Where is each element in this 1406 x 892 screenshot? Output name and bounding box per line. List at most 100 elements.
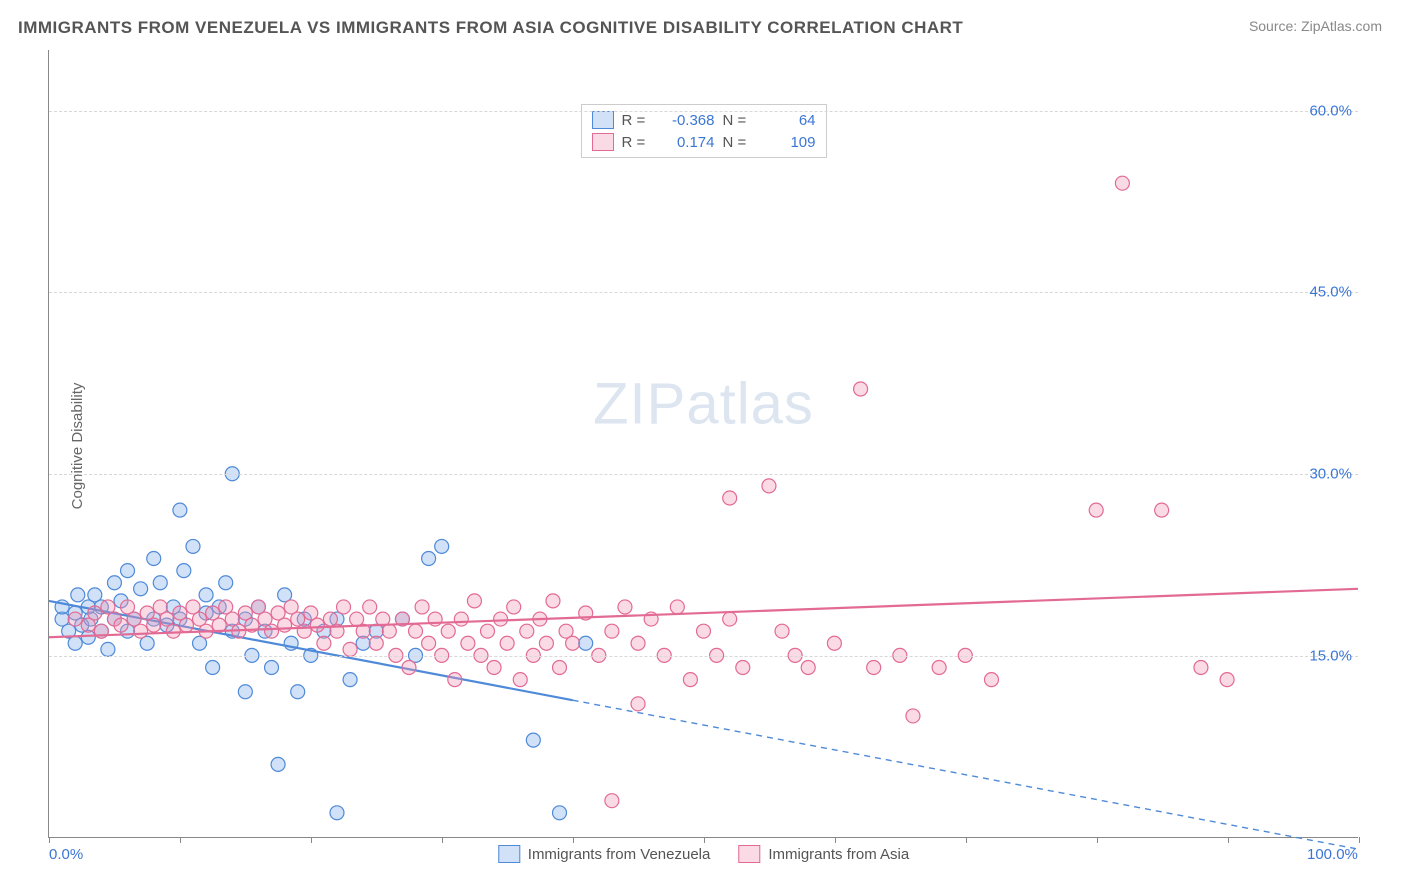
scatter-point bbox=[166, 624, 180, 638]
legend-item: Immigrants from Venezuela bbox=[498, 845, 711, 863]
gridline bbox=[49, 111, 1358, 112]
stats-row: R =-0.368N =64 bbox=[592, 109, 816, 131]
y-tick-label: 30.0% bbox=[1309, 466, 1352, 483]
scatter-point bbox=[415, 600, 429, 614]
scatter-point bbox=[382, 624, 396, 638]
scatter-point bbox=[500, 636, 514, 650]
scatter-point bbox=[448, 673, 462, 687]
legend-swatch bbox=[498, 845, 520, 863]
stats-r-value: -0.368 bbox=[660, 112, 715, 129]
scatter-point bbox=[827, 636, 841, 650]
scatter-point bbox=[147, 552, 161, 566]
x-tick-mark bbox=[966, 837, 967, 843]
stats-n-value: 109 bbox=[761, 134, 816, 151]
scatter-point bbox=[513, 673, 527, 687]
scatter-point bbox=[553, 661, 567, 675]
scatter-point bbox=[539, 636, 553, 650]
scatter-point bbox=[121, 564, 135, 578]
scatter-point bbox=[330, 806, 344, 820]
scatter-point bbox=[343, 673, 357, 687]
scatter-point bbox=[422, 552, 436, 566]
stats-r-value: 0.174 bbox=[660, 134, 715, 151]
x-tick-mark bbox=[1228, 837, 1229, 843]
scatter-point bbox=[1220, 673, 1234, 687]
plot-area: ZIPatlas R =-0.368N =64R =0.174N =109 Im… bbox=[48, 50, 1358, 838]
scatter-point bbox=[526, 733, 540, 747]
scatter-point bbox=[631, 697, 645, 711]
scatter-point bbox=[984, 673, 998, 687]
scatter-point bbox=[265, 661, 279, 675]
scatter-point bbox=[179, 618, 193, 632]
scatter-svg bbox=[49, 50, 1358, 837]
x-tick-mark bbox=[311, 837, 312, 843]
scatter-point bbox=[219, 576, 233, 590]
stats-box: R =-0.368N =64R =0.174N =109 bbox=[581, 104, 827, 158]
scatter-point bbox=[723, 491, 737, 505]
scatter-point bbox=[736, 661, 750, 675]
scatter-point bbox=[177, 564, 191, 578]
x-tick-mark bbox=[49, 837, 50, 843]
scatter-point bbox=[618, 600, 632, 614]
stats-n-label: N = bbox=[723, 112, 753, 129]
x-tick-mark bbox=[1097, 837, 1098, 843]
scatter-point bbox=[1155, 503, 1169, 517]
scatter-point bbox=[71, 588, 85, 602]
scatter-point bbox=[310, 618, 324, 632]
scatter-point bbox=[520, 624, 534, 638]
scatter-point bbox=[317, 636, 331, 650]
scatter-point bbox=[265, 624, 279, 638]
scatter-point bbox=[762, 479, 776, 493]
scatter-point bbox=[441, 624, 455, 638]
scatter-point bbox=[481, 624, 495, 638]
stats-r-label: R = bbox=[622, 134, 652, 151]
x-tick-mark bbox=[1359, 837, 1360, 843]
scatter-point bbox=[186, 539, 200, 553]
scatter-point bbox=[579, 636, 593, 650]
scatter-point bbox=[631, 636, 645, 650]
scatter-point bbox=[68, 612, 82, 626]
scatter-point bbox=[134, 624, 148, 638]
trend-line-extrapolated bbox=[573, 700, 1358, 849]
scatter-point bbox=[238, 685, 252, 699]
scatter-point bbox=[363, 600, 377, 614]
scatter-point bbox=[101, 642, 115, 656]
gridline bbox=[49, 292, 1358, 293]
bottom-legend: Immigrants from Venezuela Immigrants from… bbox=[498, 845, 909, 863]
scatter-point bbox=[173, 503, 187, 517]
scatter-point bbox=[68, 636, 82, 650]
scatter-point bbox=[494, 612, 508, 626]
scatter-point bbox=[337, 600, 351, 614]
y-tick-label: 15.0% bbox=[1309, 648, 1352, 665]
scatter-point bbox=[1194, 661, 1208, 675]
scatter-point bbox=[422, 636, 436, 650]
gridline bbox=[49, 474, 1358, 475]
chart-title: IMMIGRANTS FROM VENEZUELA VS IMMIGRANTS … bbox=[18, 18, 963, 38]
legend-item: Immigrants from Asia bbox=[738, 845, 909, 863]
scatter-point bbox=[409, 624, 423, 638]
scatter-point bbox=[546, 594, 560, 608]
scatter-point bbox=[147, 618, 161, 632]
legend-label: Immigrants from Venezuela bbox=[528, 846, 711, 863]
scatter-point bbox=[487, 661, 501, 675]
source-attribution: Source: ZipAtlas.com bbox=[1249, 18, 1382, 34]
gridline bbox=[49, 656, 1358, 657]
scatter-point bbox=[697, 624, 711, 638]
x-tick-mark bbox=[180, 837, 181, 843]
scatter-point bbox=[199, 588, 213, 602]
stats-n-label: N = bbox=[723, 134, 753, 151]
x-tick-label: 100.0% bbox=[1307, 846, 1358, 863]
scatter-point bbox=[435, 539, 449, 553]
scatter-point bbox=[1115, 176, 1129, 190]
x-tick-mark bbox=[835, 837, 836, 843]
scatter-point bbox=[670, 600, 684, 614]
scatter-point bbox=[553, 806, 567, 820]
x-tick-label: 0.0% bbox=[49, 846, 83, 863]
scatter-point bbox=[206, 661, 220, 675]
scatter-point bbox=[278, 618, 292, 632]
scatter-point bbox=[801, 661, 815, 675]
stats-n-value: 64 bbox=[761, 112, 816, 129]
scatter-point bbox=[291, 685, 305, 699]
y-tick-label: 45.0% bbox=[1309, 284, 1352, 301]
scatter-point bbox=[369, 636, 383, 650]
y-tick-label: 60.0% bbox=[1309, 102, 1352, 119]
